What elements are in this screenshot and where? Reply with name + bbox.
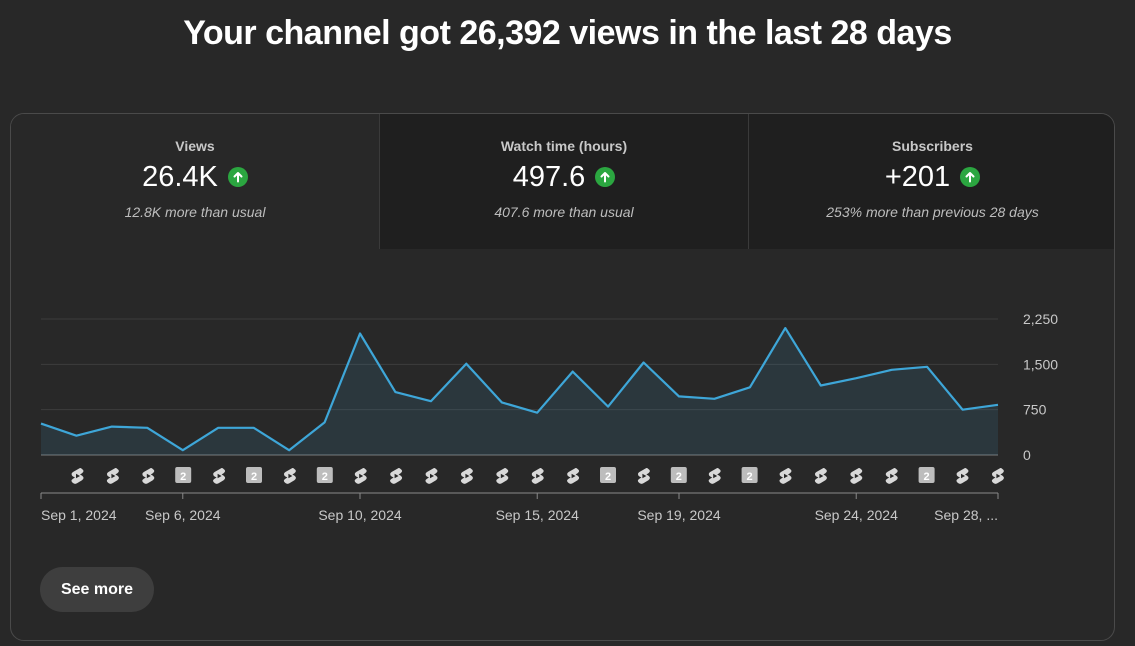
x-tick-label: Sep 15, 2024	[496, 507, 580, 523]
shorts-icon[interactable]	[142, 467, 155, 484]
data-point[interactable]	[889, 367, 895, 373]
data-point[interactable]	[782, 325, 788, 331]
x-tick-label: Sep 19, 2024	[637, 507, 721, 523]
page-title: Your channel got 26,392 views in the las…	[183, 14, 952, 52]
shorts-icon[interactable]	[814, 467, 827, 484]
data-point[interactable]	[711, 396, 717, 402]
video-count-badge[interactable]	[741, 467, 758, 483]
shorts-icon[interactable]	[496, 467, 509, 484]
shorts-icon[interactable]	[354, 467, 367, 484]
data-point[interactable]	[144, 425, 150, 431]
x-tick-label: Sep 1, 2024	[41, 507, 117, 523]
shorts-icon[interactable]	[71, 467, 84, 484]
x-tick-label: Sep 24, 2024	[815, 507, 899, 523]
shorts-icon[interactable]	[567, 467, 580, 484]
see-more-button[interactable]: See more	[40, 567, 154, 612]
video-count-badge[interactable]	[246, 467, 262, 483]
data-point[interactable]	[995, 402, 1001, 408]
video-count-badge[interactable]	[600, 467, 616, 483]
tab-label: Subscribers	[892, 138, 973, 154]
arrow-up-icon	[227, 167, 248, 187]
series-line	[40, 327, 999, 452]
data-point[interactable]	[215, 425, 221, 431]
data-point[interactable]	[463, 361, 469, 367]
video-count-label: 2	[676, 471, 682, 483]
y-tick-label: 2,250	[1023, 311, 1058, 327]
data-point[interactable]	[499, 399, 505, 405]
tab-value: +201	[884, 160, 951, 193]
arrow-up-icon	[960, 167, 981, 187]
video-count-label: 2	[747, 471, 753, 483]
y-tick-label: 1,500	[1023, 356, 1058, 372]
metric-tabs: Views 26.4K 12.8K more than usual Watch …	[11, 114, 1114, 249]
tab-views[interactable]: Views 26.4K 12.8K more than usual	[11, 114, 379, 249]
data-point[interactable]	[428, 398, 434, 404]
views-chart[interactable]: 2,250 1,500 750 0 2 2 2 2 2 2 2 Sep 1, 2024 Sep 6, 2…	[11, 114, 1115, 544]
shorts-icon[interactable]	[390, 467, 403, 484]
arrow-up-icon	[595, 167, 616, 187]
data-point[interactable]	[641, 360, 647, 366]
y-tick-label: 0	[1023, 447, 1031, 463]
data-point[interactable]	[853, 375, 859, 381]
data-point[interactable]	[251, 425, 257, 431]
data-point[interactable]	[570, 369, 576, 375]
shorts-icon[interactable]	[708, 467, 721, 484]
video-count-badge[interactable]	[918, 467, 935, 483]
video-count-label: 2	[605, 471, 611, 483]
shorts-icon[interactable]	[213, 467, 226, 484]
tab-label: Views	[175, 138, 215, 154]
data-point[interactable]	[676, 393, 682, 399]
data-point[interactable]	[605, 404, 611, 410]
shorts-icon[interactable]	[991, 467, 1004, 484]
data-point[interactable]	[73, 433, 79, 439]
shorts-icon[interactable]	[106, 467, 119, 484]
video-count-label: 2	[322, 471, 328, 483]
data-point[interactable]	[534, 410, 540, 416]
x-tick-label: Sep 28, ...	[934, 507, 998, 523]
shorts-icon[interactable]	[885, 467, 898, 484]
tab-comparison: 12.8K more than usual	[124, 204, 266, 220]
data-point[interactable]	[38, 421, 44, 427]
shorts-icon[interactable]	[850, 467, 863, 484]
shorts-icon[interactable]	[779, 467, 792, 484]
video-count-label: 2	[180, 471, 186, 483]
data-point[interactable]	[818, 382, 824, 388]
tab-watch-time[interactable]: Watch time (hours) 497.6 407.6 more than…	[379, 114, 748, 249]
shorts-icon[interactable]	[283, 467, 296, 484]
data-point[interactable]	[960, 407, 966, 413]
x-tick-label: Sep 10, 2024	[318, 507, 402, 523]
series-area	[41, 328, 998, 455]
tab-comparison: 253% more than previous 28 days	[826, 204, 1039, 220]
data-point[interactable]	[180, 447, 186, 453]
shorts-icon[interactable]	[460, 467, 473, 484]
shorts-icon[interactable]	[956, 467, 969, 484]
analytics-card: Views 26.4K 12.8K more than usual Watch …	[10, 113, 1115, 641]
video-count-badge[interactable]	[175, 467, 192, 483]
shorts-icon[interactable]	[425, 467, 438, 484]
data-point[interactable]	[322, 419, 328, 425]
data-point[interactable]	[357, 331, 363, 337]
video-count-badge[interactable]	[316, 467, 333, 483]
tab-value: 26.4K	[142, 160, 218, 193]
video-count-label: 2	[251, 471, 257, 483]
tab-value: 497.6	[512, 160, 586, 193]
video-count-label: 2	[924, 471, 930, 483]
shorts-icon[interactable]	[531, 467, 544, 484]
tab-comparison: 407.6 more than usual	[494, 204, 634, 220]
y-tick-label: 750	[1023, 402, 1047, 418]
data-point[interactable]	[109, 424, 115, 430]
video-count-badge[interactable]	[670, 467, 687, 483]
shorts-icon[interactable]	[637, 467, 650, 484]
data-point[interactable]	[747, 384, 753, 390]
data-point[interactable]	[392, 389, 398, 395]
tab-subscribers[interactable]: Subscribers +201 253% more than previous…	[748, 114, 1114, 249]
data-point[interactable]	[924, 364, 930, 370]
tab-label: Watch time (hours)	[500, 138, 628, 154]
data-point[interactable]	[286, 447, 292, 453]
x-tick-label: Sep 6, 2024	[145, 507, 221, 523]
